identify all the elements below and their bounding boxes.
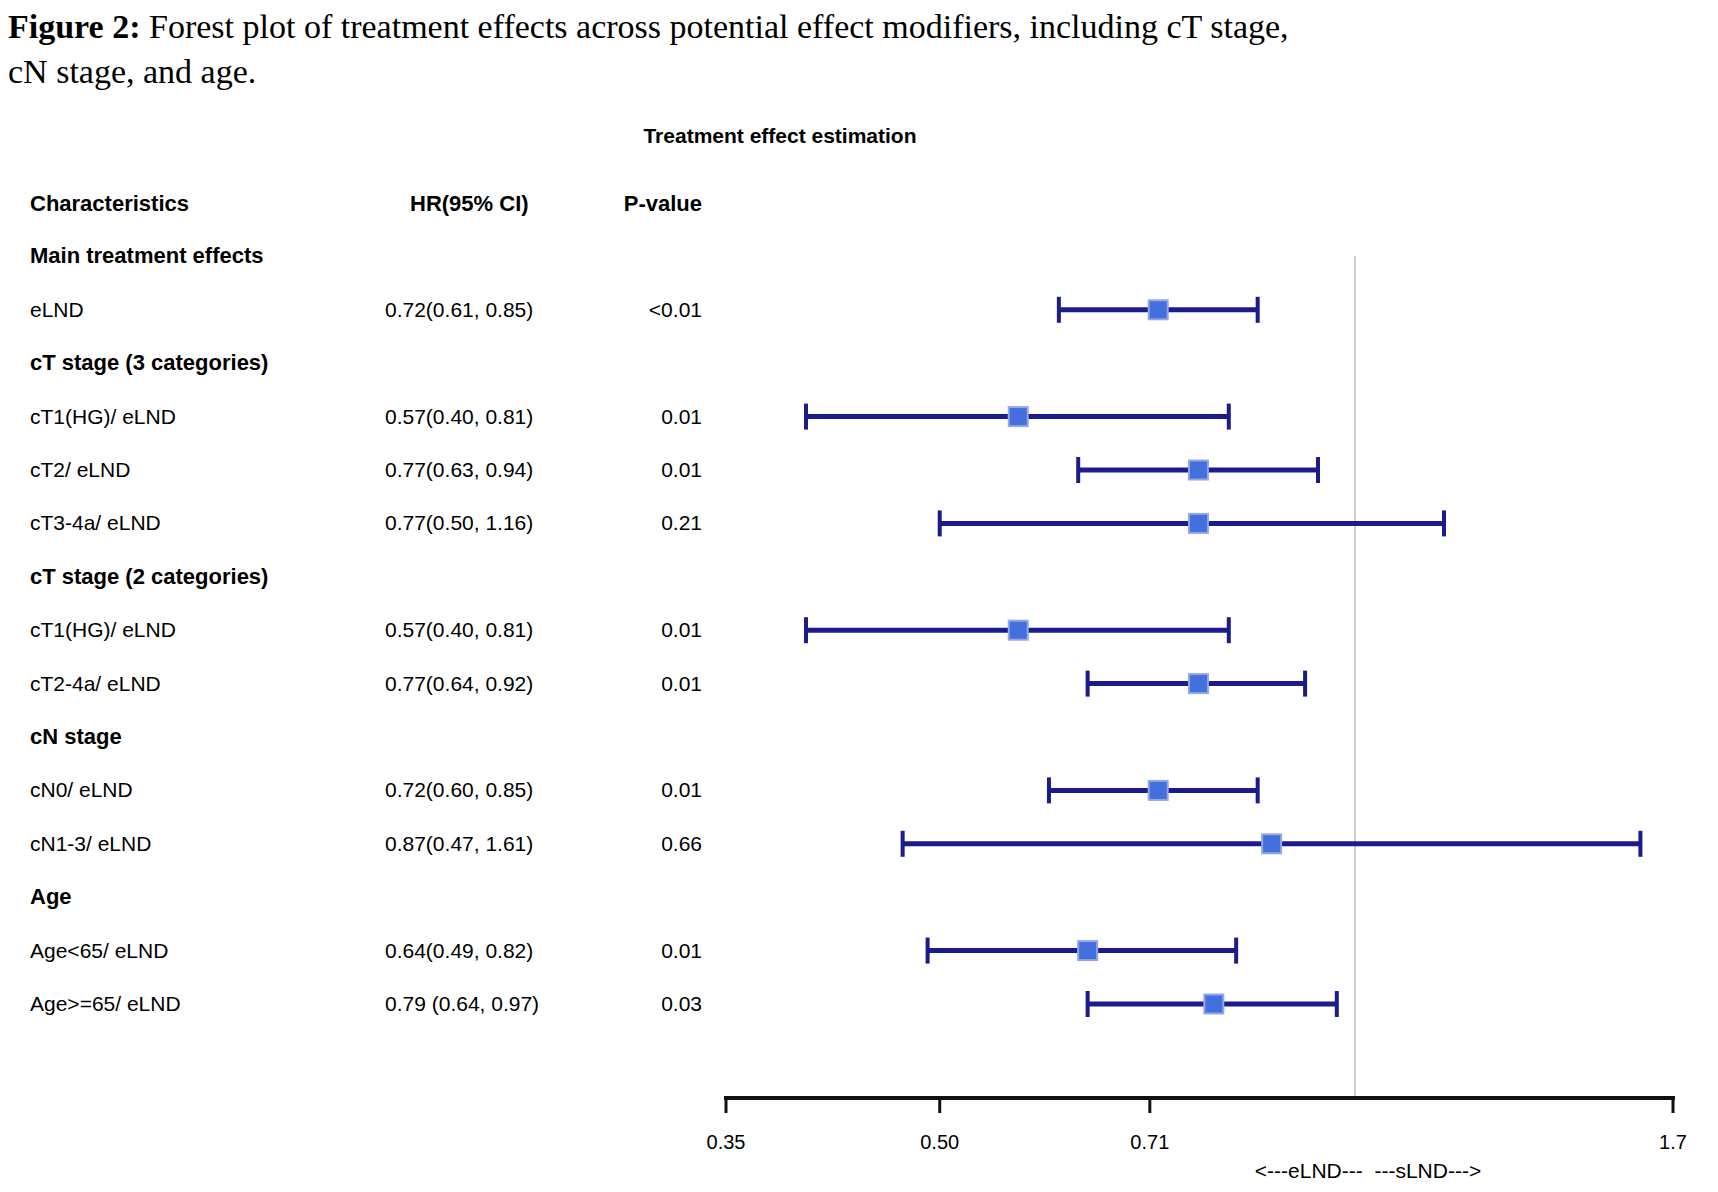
point-estimate-marker <box>1189 461 1208 480</box>
forest-plot-figure: Figure 2: Forest plot of treatment effec… <box>0 0 1718 1192</box>
point-estimate-marker <box>1009 407 1028 426</box>
point-estimate-marker <box>1189 674 1208 693</box>
x-axis-tick-label: 0.71 <box>1130 1131 1169 1153</box>
point-estimate-marker <box>1262 834 1281 853</box>
point-estimate-marker <box>1149 300 1168 319</box>
point-estimate-marker <box>1189 514 1208 533</box>
x-axis-tick-label: 1.7 <box>1659 1131 1687 1153</box>
point-estimate-marker <box>1009 621 1028 640</box>
point-estimate-marker <box>1078 941 1097 960</box>
point-estimate-marker <box>1149 781 1168 800</box>
x-axis-tick-label: 0.50 <box>920 1131 959 1153</box>
x-axis-direction-label: <---eLND--- ---sLND---> <box>1068 1159 1668 1183</box>
forest-plot-canvas: 0.35 0.50 0.71 1.7 <box>0 0 1718 1192</box>
point-estimate-marker <box>1204 995 1223 1014</box>
x-axis-tick-label: 0.35 <box>707 1131 746 1153</box>
